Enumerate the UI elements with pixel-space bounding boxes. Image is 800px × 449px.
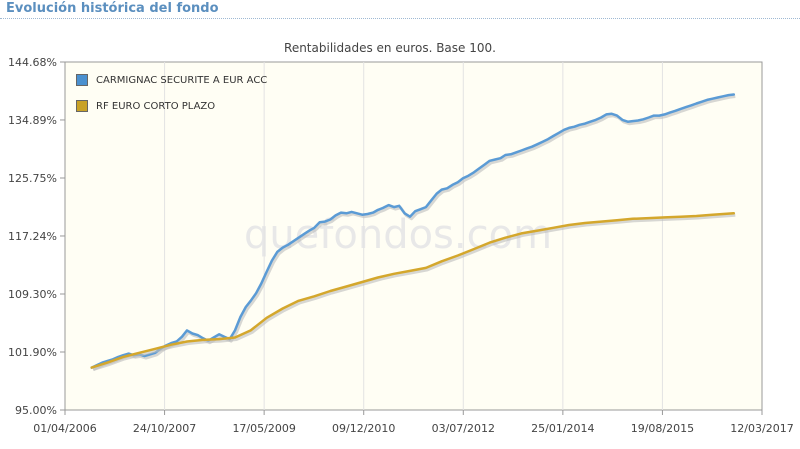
series-line-carmignac (90, 93, 736, 369)
axis-layer: 01/04/2006 24/10/2007 17/05/2009 09/12/2010… (8, 56, 794, 435)
x-tick-label: 25/01/2014 (531, 422, 594, 435)
y-tick-label: 125.75% (8, 172, 57, 185)
x-tick-label: 19/08/2015 (631, 422, 694, 435)
x-tick-label: 17/05/2009 (232, 422, 295, 435)
legend-swatch-carmignac (76, 74, 88, 86)
x-tick-label: 01/04/2006 (33, 422, 96, 435)
watermark: quefondos.com (244, 212, 552, 258)
series-shadow-rf-euro (92, 213, 736, 372)
series-line-rf-euro (90, 212, 736, 369)
legend-label-carmignac: CARMIGNAC SECURITE A EUR ACC (96, 74, 268, 86)
section-title: Evolución histórica del fondo (6, 1, 219, 16)
legend-swatch-rf-euro (76, 100, 88, 112)
legend-item-carmignac[interactable]: CARMIGNAC SECURITE A EUR ACC (76, 73, 267, 87)
x-tick-label: 09/12/2010 (332, 422, 395, 435)
y-tick-label: 117.24% (8, 230, 57, 243)
y-tick-label: 95.00% (15, 404, 57, 417)
x-tick-label: 24/10/2007 (133, 422, 196, 435)
y-tick-label: 134.89% (8, 114, 57, 127)
section-title-divider (0, 18, 800, 19)
legend: CARMIGNAC SECURITE A EUR ACC RF EURO COR… (72, 67, 267, 120)
y-tick-label: 144.68% (8, 56, 57, 69)
legend-item-rf-euro[interactable]: RF EURO CORTO PLAZO (76, 99, 215, 113)
legend-label-rf-euro: RF EURO CORTO PLAZO (96, 100, 216, 112)
series-layer (90, 93, 736, 372)
y-tick-label: 109.30% (8, 288, 57, 301)
chart-title: Rentabilidades en euros. Base 100. (284, 41, 496, 55)
x-tick-label: 12/03/2017 (730, 422, 793, 435)
grid-layer (164, 62, 663, 410)
y-tick-label: 101.90% (8, 346, 57, 359)
x-tick-label: 03/07/2012 (432, 422, 495, 435)
